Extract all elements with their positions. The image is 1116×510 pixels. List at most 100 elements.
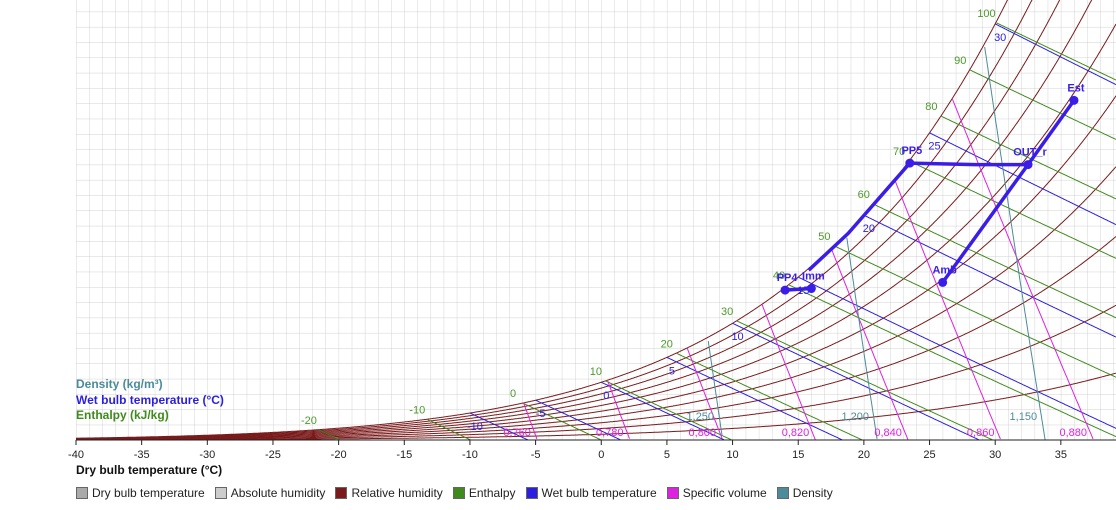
enthalpy-line: [605, 380, 732, 440]
wet-bulb-label: 25: [928, 141, 940, 153]
legend-label: Enthalpy: [468, 486, 516, 500]
x-tick-label: 30: [989, 449, 1001, 461]
enthalpy-line: [941, 115, 1116, 200]
point-label: Est: [1067, 82, 1084, 94]
grid: [76, 0, 1116, 440]
specific-volume-line: [761, 304, 816, 440]
enthalpy-line: [970, 69, 1116, 140]
legend-swatch[interactable]: [76, 487, 88, 499]
x-tick-label: -30: [199, 449, 215, 461]
wet-bulb-label: -5: [536, 408, 546, 420]
enthalpy-label: 40: [773, 270, 785, 282]
enthalpy-label: 70: [893, 146, 905, 158]
wet-bulb-line: [929, 132, 1116, 226]
specific-volume-label: 0,840: [874, 427, 902, 439]
legend-label: Wet bulb temperature: [541, 486, 657, 500]
enthalpy-line: [318, 429, 341, 440]
x-tick-label: -15: [396, 449, 412, 461]
density-label: 1,250: [687, 411, 715, 423]
specific-volume-label: 0,780: [596, 427, 624, 439]
wet-bulb-line: [601, 381, 725, 440]
enthalpy-label: -10: [409, 404, 425, 416]
x-tick-label: -5: [531, 449, 541, 461]
enthalpy-line: [522, 402, 602, 440]
enthalpy-line: [736, 320, 993, 440]
specific-volume-line: [607, 381, 630, 439]
legend-label: Relative humidity: [351, 486, 443, 500]
enthalpy-label: 10: [590, 366, 602, 378]
specific-volume-label: 0,760: [503, 427, 531, 439]
specific-volume-line: [686, 348, 723, 439]
enthalpy-line: [676, 352, 863, 440]
enthalpy-label: 100: [977, 8, 995, 20]
x-tick-label: 0: [598, 449, 604, 461]
wet-bulb-line: [469, 412, 528, 440]
legend-item[interactable]: Relative humidity: [335, 486, 443, 500]
enthalpy-label: 80: [925, 101, 937, 113]
legend-label: Density: [792, 486, 833, 500]
density-line: [846, 237, 878, 439]
specific-volume-line: [831, 249, 909, 440]
legend-item[interactable]: Specific volume: [666, 486, 767, 500]
wet-bulb-line: [863, 214, 1116, 338]
enthalpy-line: [873, 203, 1116, 319]
state-point: [806, 284, 816, 294]
legend-label: Specific volume: [682, 486, 767, 500]
enthalpy-label: 60: [858, 189, 870, 201]
legend-swatch[interactable]: [525, 487, 538, 499]
rh-line: [76, 23, 1116, 440]
wet-bulb-label: 0: [603, 390, 609, 402]
legend-item[interactable]: Dry bulb temperature: [76, 486, 205, 500]
x-tick-label: -35: [134, 449, 150, 461]
point-label: Imm: [802, 270, 825, 282]
rh-line: [76, 236, 1116, 440]
point-label: Amb: [932, 264, 957, 276]
wet-bulb-label: -10: [467, 421, 483, 433]
wet-bulb-line: [732, 322, 979, 440]
legend-item[interactable]: Absolute humidity: [214, 486, 326, 500]
legend-swatch[interactable]: [776, 487, 789, 499]
specific-volume-line: [952, 99, 1094, 440]
wet-bulb-line: [535, 399, 621, 440]
density-line: [707, 341, 723, 436]
legend-swatch[interactable]: [335, 487, 348, 499]
legend-item[interactable]: Wet bulb temperature: [525, 486, 657, 500]
point-label: OUT_r: [1013, 147, 1047, 159]
state-point: [905, 158, 915, 168]
density-label: 1,200: [841, 411, 869, 423]
specific-volume-line: [894, 179, 1001, 440]
legend-item[interactable]: Enthalpy: [452, 486, 516, 500]
legend-swatch[interactable]: [666, 487, 679, 499]
family-title: Density (kg/m³): [76, 377, 163, 391]
point-label: PP5: [901, 145, 922, 157]
rh-line: [76, 0, 1033, 439]
enthalpy-label: 90: [954, 55, 966, 67]
x-tick-label: 20: [858, 449, 870, 461]
wet-bulb-label: 20: [863, 223, 875, 235]
legend-label: Absolute humidity: [230, 486, 326, 500]
density-label: 1,150: [1010, 411, 1038, 423]
x-tick-label: -40: [68, 449, 84, 461]
legend-item[interactable]: Density: [776, 486, 833, 500]
specific-volume-line: [523, 403, 538, 440]
wet-bulb-label: 30: [994, 32, 1006, 44]
enthalpy-label: -20: [301, 415, 317, 427]
wet-bulb-line: [798, 276, 1116, 429]
legend: Dry bulb temperature Absolute humidity Rel…: [76, 486, 833, 500]
x-tick-label: -25: [265, 449, 281, 461]
x-tick-label: -10: [462, 449, 478, 461]
wet-bulb-label: 5: [669, 365, 675, 377]
rh-line: [76, 0, 1061, 440]
state-point: [1069, 95, 1079, 105]
enthalpy-line: [908, 160, 1116, 259]
enthalpy-label: 20: [661, 338, 673, 350]
x-tick-label: -20: [331, 449, 347, 461]
x-tick-label: 10: [726, 449, 738, 461]
legend-swatch[interactable]: [452, 487, 465, 499]
x-axis-title: Dry bulb temperature (°C): [76, 463, 222, 477]
point-label: PP4: [777, 272, 799, 284]
legend-swatch[interactable]: [214, 487, 227, 499]
state-point: [780, 285, 790, 295]
process-line: [1026, 99, 1076, 166]
